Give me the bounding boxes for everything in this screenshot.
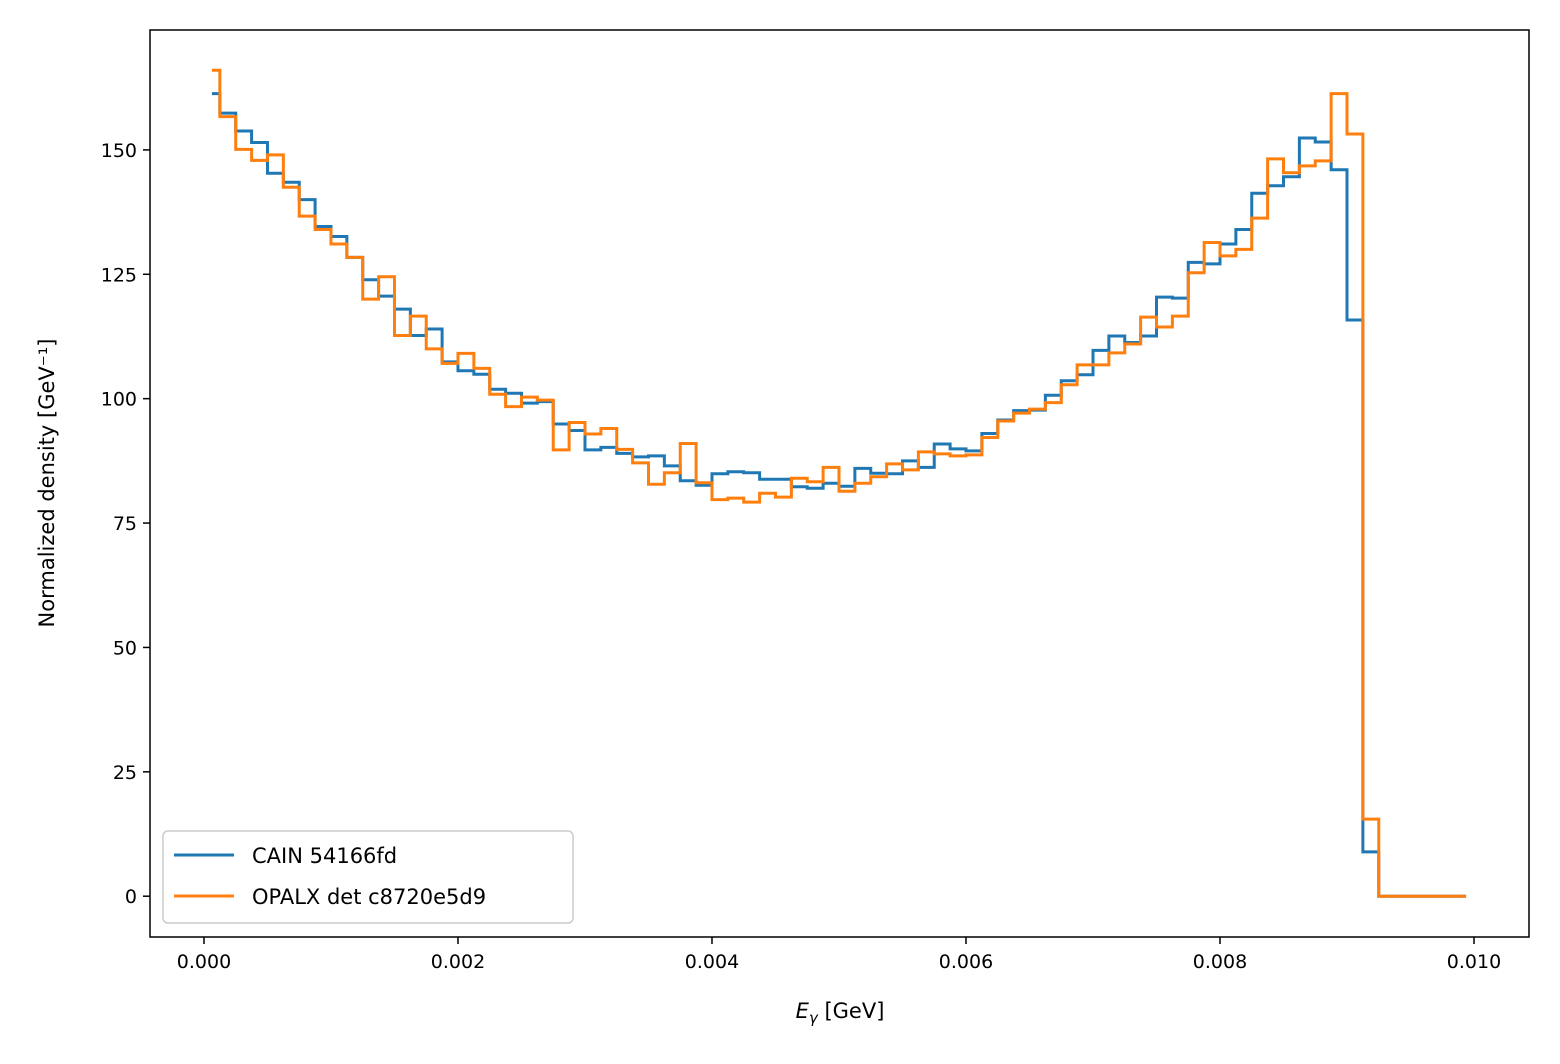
y-tick-label: 100 (101, 389, 137, 411)
x-axis-label-unit: [GeV] (818, 999, 885, 1023)
axes-frame (149, 29, 1530, 938)
legend-label-opalx: OPALX det c8720e5d9 (252, 885, 486, 909)
y-tick-label: 75 (113, 513, 137, 535)
y-tick-label: 50 (113, 637, 137, 659)
y-tick-label: 0 (125, 886, 137, 908)
x-axis-label-subscript: γ (809, 1009, 819, 1027)
legend: CAIN 54166fd OPALX det c8720e5d9 (162, 830, 574, 924)
legend-box (162, 830, 574, 924)
x-tick-label: 0.006 (939, 951, 993, 973)
legend-label-cain: CAIN 54166fd (252, 844, 397, 868)
x-tick-label: 0.004 (685, 951, 739, 973)
x-axis-label-symbol: E (796, 999, 810, 1023)
x-tick-label: 0.002 (431, 951, 485, 973)
series-line-opalx (211, 68, 1467, 898)
y-axis-label: Normalized density [GeV⁻¹] (35, 339, 59, 628)
y-tick-label: 150 (101, 140, 137, 162)
series-layer (211, 68, 1467, 898)
x-tick-label: 0.010 (1447, 951, 1501, 973)
x-axis-label: Eγ [GeV] (796, 999, 885, 1027)
x-tick-label: 0.000 (177, 951, 231, 973)
x-axis: 0.000 0.002 0.004 0.006 0.008 0.010 (177, 937, 1501, 973)
y-axis: 0 25 50 75 100 125 150 (101, 140, 150, 908)
y-tick-label: 25 (113, 762, 137, 784)
x-tick-label: 0.008 (1193, 951, 1247, 973)
y-tick-label: 125 (101, 264, 137, 286)
